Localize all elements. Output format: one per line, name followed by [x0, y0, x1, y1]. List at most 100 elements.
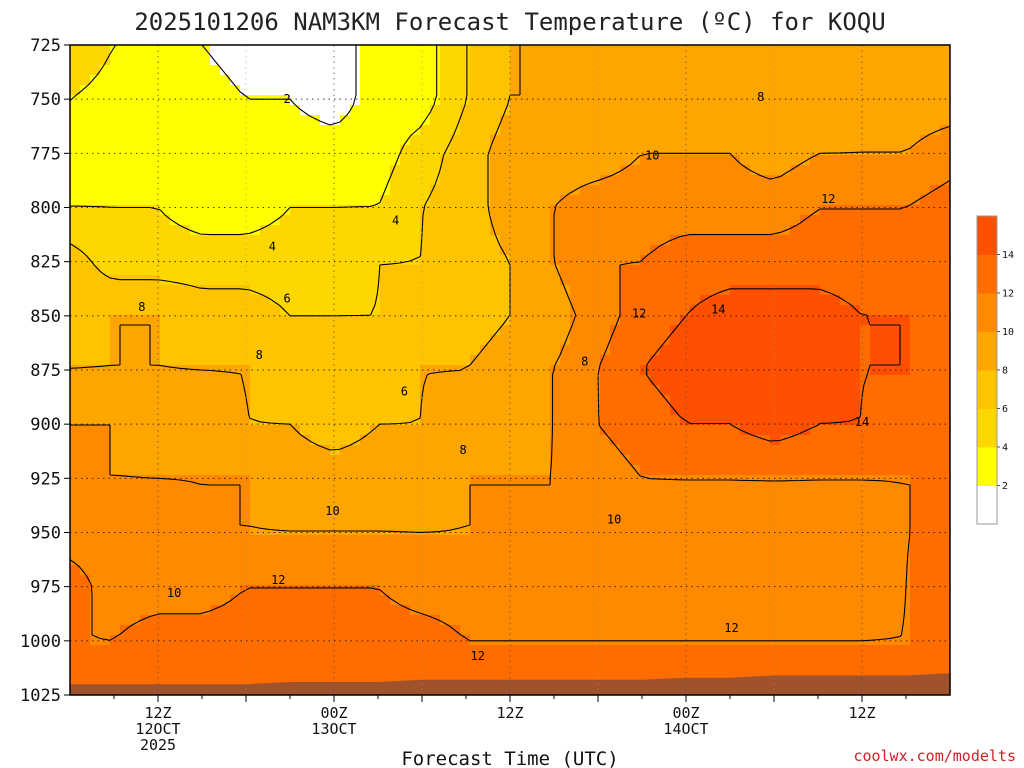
temperature-cell — [910, 535, 921, 546]
temperature-cell — [570, 65, 581, 76]
temperature-cell — [880, 225, 891, 236]
temperature-cell — [240, 185, 251, 196]
temperature-cell — [660, 405, 671, 416]
temperature-cell — [780, 165, 791, 176]
temperature-cell — [720, 335, 731, 346]
temperature-cell — [790, 235, 801, 246]
temperature-cell — [800, 595, 811, 606]
temperature-cell — [390, 335, 401, 346]
temperature-cell — [810, 125, 821, 136]
temperature-cell — [760, 405, 771, 416]
temperature-cell — [260, 115, 271, 126]
temperature-cell — [630, 85, 641, 96]
temperature-cell — [300, 185, 311, 196]
temperature-cell — [790, 425, 801, 436]
temperature-cell — [740, 385, 751, 396]
temperature-cell — [210, 215, 221, 226]
temperature-cell — [690, 295, 701, 306]
temperature-cell — [710, 505, 721, 516]
temperature-cell — [460, 585, 471, 596]
temperature-cell — [170, 355, 181, 366]
temperature-cell — [110, 415, 121, 426]
temperature-cell — [740, 465, 751, 476]
temperature-cell — [810, 65, 821, 76]
temperature-cell — [560, 545, 571, 556]
temperature-cell — [380, 355, 391, 366]
temperature-cell — [870, 275, 881, 286]
temperature-cell — [610, 445, 621, 456]
temperature-cell — [830, 385, 841, 396]
temperature-cell — [820, 245, 831, 256]
temperature-cell — [520, 315, 531, 326]
temperature-cell — [530, 525, 541, 536]
temperature-cell — [920, 375, 931, 386]
temperature-cell — [110, 95, 121, 106]
temperature-cell — [700, 515, 711, 526]
temperature-cell — [390, 235, 401, 246]
temperature-cell — [570, 195, 581, 206]
temperature-cell — [620, 545, 631, 556]
temperature-cell — [920, 135, 931, 146]
temperature-cell — [270, 115, 281, 126]
temperature-cell — [910, 415, 921, 426]
temperature-cell — [910, 585, 921, 596]
temperature-cell — [180, 595, 191, 606]
temperature-cell — [170, 185, 181, 196]
temperature-cell — [890, 515, 901, 526]
temperature-cell — [310, 295, 321, 306]
temperature-cell — [510, 105, 521, 116]
temperature-cell — [660, 475, 671, 486]
temperature-cell — [350, 475, 361, 486]
temperature-cell — [360, 325, 371, 336]
temperature-cell — [310, 585, 321, 596]
temperature-cell — [910, 385, 921, 396]
temperature-cell — [570, 375, 581, 386]
temperature-cell — [450, 325, 461, 336]
temperature-cell — [440, 125, 451, 136]
temperature-cell — [810, 325, 821, 336]
temperature-cell — [720, 95, 731, 106]
temperature-cell — [350, 495, 361, 506]
temperature-cell — [620, 145, 631, 156]
temperature-cell — [880, 425, 891, 436]
temperature-cell — [720, 55, 731, 66]
temperature-cell — [550, 595, 561, 606]
temperature-cell — [770, 445, 781, 456]
temperature-cell — [330, 475, 341, 486]
temperature-cell — [830, 375, 841, 386]
temperature-cell — [460, 325, 471, 336]
temperature-cell — [610, 305, 621, 316]
temperature-cell — [370, 375, 381, 386]
temperature-cell — [260, 385, 271, 396]
temperature-cell — [270, 405, 281, 416]
temperature-cell — [800, 135, 811, 146]
temperature-cell — [230, 565, 241, 576]
temperature-cell — [850, 455, 861, 466]
temperature-cell — [480, 525, 491, 536]
temperature-cell — [430, 65, 441, 76]
temperature-cell — [860, 145, 871, 156]
temperature-cell — [90, 445, 101, 456]
temperature-cell — [930, 525, 941, 536]
temperature-cell — [190, 115, 201, 126]
temperature-cell — [330, 525, 341, 536]
temperature-cell — [620, 75, 631, 86]
temperature-cell — [410, 525, 421, 536]
temperature-cell — [480, 345, 491, 356]
temperature-cell — [840, 175, 851, 186]
temperature-cell — [120, 265, 131, 276]
temperature-cell — [790, 455, 801, 466]
temperature-cell — [190, 235, 201, 246]
temperature-cell — [940, 295, 950, 306]
temperature-cell — [160, 395, 171, 406]
temperature-cell — [380, 415, 391, 426]
temperature-cell — [530, 605, 541, 616]
temperature-cell — [180, 65, 191, 76]
temperature-cell — [320, 205, 331, 216]
temperature-cell — [130, 565, 141, 576]
temperature-cell — [200, 235, 211, 246]
temperature-cell — [130, 585, 141, 596]
temperature-cell — [880, 315, 891, 326]
temperature-cell — [750, 175, 761, 186]
temperature-cell — [340, 105, 351, 116]
